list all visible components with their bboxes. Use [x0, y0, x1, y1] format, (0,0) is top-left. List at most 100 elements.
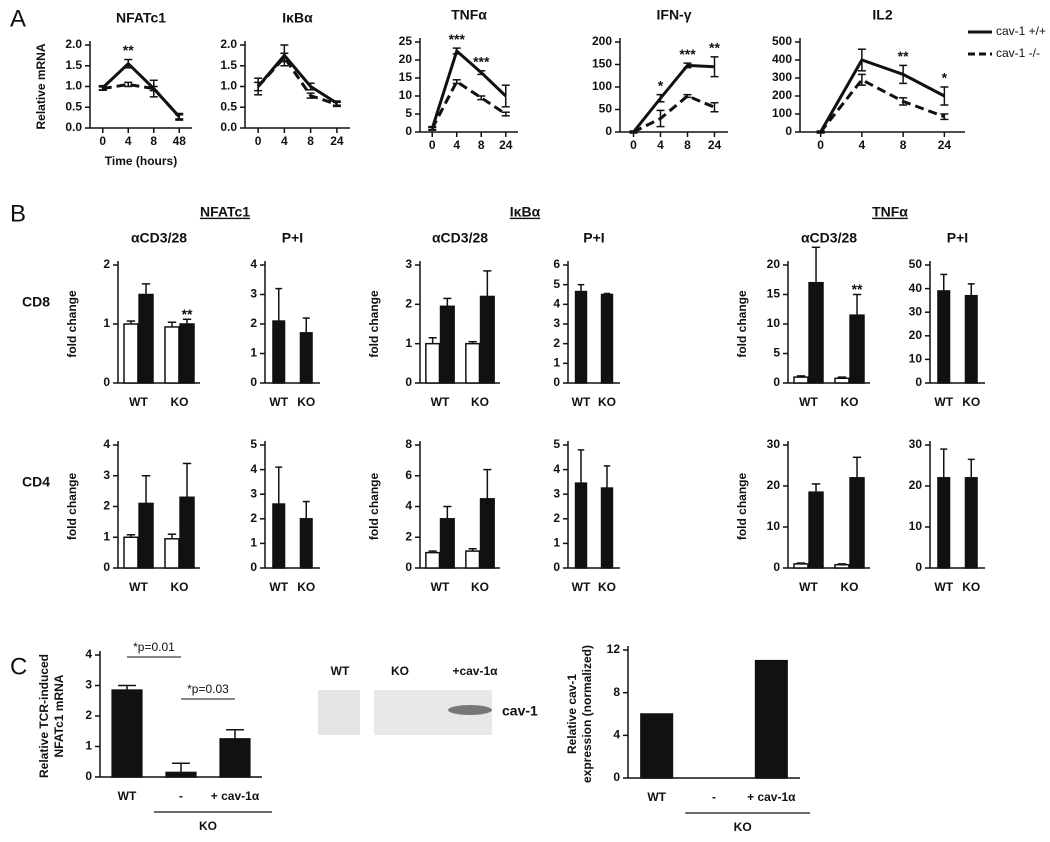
y-axis-label: fold change — [735, 290, 749, 358]
bar — [179, 323, 195, 384]
x-tick-label: 8 — [478, 138, 485, 152]
line — [632, 94, 716, 134]
y-tick-label: 3 — [103, 468, 110, 482]
chart-title: IL2 — [872, 7, 892, 23]
x-tick-label: WT — [799, 395, 818, 409]
row-label: CD4 — [22, 474, 50, 490]
y-tick-label: 4 — [553, 297, 560, 311]
x-tick-label: WT — [647, 790, 666, 804]
y-tick-label: 2 — [405, 529, 412, 543]
y-tick-label: 200 — [592, 34, 612, 48]
significance: ** — [852, 281, 863, 297]
y-tick-label: 2 — [405, 297, 412, 311]
bar — [479, 295, 495, 384]
y-tick-label: 15 — [399, 70, 413, 84]
y-tick-label: 2 — [103, 499, 110, 513]
y-tick-label: 10 — [909, 519, 923, 533]
x-tick-label: WT — [934, 395, 953, 409]
group-title: NFATc1 — [200, 204, 250, 220]
line — [819, 77, 945, 133]
bar — [164, 326, 180, 384]
x-tick-label: KO — [962, 395, 980, 409]
y-tick-label: 2 — [250, 316, 257, 330]
y-axis-label: Relative mRNA — [34, 43, 48, 129]
y-axis-label: Relative TCR-induced — [37, 654, 51, 778]
bar — [574, 290, 588, 384]
y-tick-label: 0 — [773, 560, 780, 574]
x-tick-label: 0 — [630, 138, 637, 152]
bar — [165, 771, 197, 778]
y-tick-label: 3 — [553, 486, 560, 500]
bar — [849, 314, 865, 384]
x-tick-label: KO — [171, 395, 189, 409]
chart-title: IκBα — [282, 10, 313, 26]
chart-title: P+I — [947, 230, 968, 246]
y-tick-label: 4 — [250, 462, 257, 476]
x-tick-label: WT — [572, 395, 591, 409]
x-tick-label: WT — [934, 580, 953, 594]
line — [102, 82, 181, 118]
bar — [425, 551, 441, 569]
group-title: IκBα — [510, 204, 541, 220]
y-tick-label: 3 — [405, 257, 412, 271]
x-tick-label: WT — [269, 395, 288, 409]
x-tick-label: - — [179, 789, 183, 803]
y-tick-label: 1.0 — [220, 79, 237, 93]
x-tick-label: 8 — [684, 138, 691, 152]
y-tick-label: 5 — [773, 346, 780, 360]
bar — [964, 477, 978, 569]
y-tick-label: 6 — [405, 468, 412, 482]
y-tick-label: 3 — [553, 316, 560, 330]
y-tick-label: 0 — [250, 375, 257, 389]
bar — [937, 477, 951, 569]
group-title: TNFα — [872, 204, 908, 220]
y-tick-label: 4 — [250, 257, 257, 271]
x-tick-label: 4 — [859, 138, 866, 152]
bar — [425, 342, 441, 384]
y-tick-label: 10 — [767, 519, 781, 533]
chart-title: TNFα — [451, 7, 487, 23]
y-tick-label: 150 — [592, 57, 612, 71]
x-tick-label: KO — [471, 580, 489, 594]
bar — [834, 377, 850, 384]
row-label: CD8 — [22, 294, 50, 310]
y-axis-label: NFATc1 mRNA — [52, 674, 66, 757]
chart-title: αCD3/28 — [131, 230, 187, 246]
y-tick-label: 0 — [915, 560, 922, 574]
bar — [465, 550, 481, 569]
bar — [123, 536, 139, 569]
group-label: KO — [199, 819, 217, 833]
y-tick-label: 20 — [399, 52, 413, 66]
y-tick-label: 100 — [592, 79, 612, 93]
chart-title: αCD3/28 — [801, 230, 857, 246]
x-tick-label: 24 — [330, 134, 344, 148]
y-tick-label: 200 — [772, 88, 792, 102]
y-axis-label: fold change — [65, 290, 79, 358]
y-tick-label: 400 — [772, 52, 792, 66]
significance: * — [942, 70, 948, 86]
y-tick-label: 0 — [405, 560, 412, 574]
bar — [272, 320, 286, 384]
blot-band — [448, 705, 492, 715]
blot-lane: +cav-1α — [452, 664, 498, 678]
y-tick-label: 20 — [767, 478, 781, 492]
x-tick-label: WT — [431, 580, 450, 594]
x-tick-label: WT — [431, 395, 450, 409]
legend-label: cav-1 +/+ — [996, 24, 1046, 38]
chart-title: NFATc1 — [116, 10, 166, 26]
blot-strip — [318, 690, 360, 735]
x-tick-label: 4 — [657, 138, 664, 152]
x-tick-label: WT — [572, 580, 591, 594]
bar — [793, 563, 809, 569]
significance: * — [658, 77, 664, 93]
y-tick-label: 1 — [250, 536, 257, 550]
comparison-label: *p=0.01 — [133, 640, 175, 654]
y-tick-label: 0 — [785, 124, 792, 138]
bar — [164, 538, 180, 569]
y-tick-label: 4 — [103, 437, 110, 451]
x-tick-label: KO — [962, 580, 980, 594]
bar — [111, 689, 143, 778]
y-axis-label: fold change — [65, 473, 79, 541]
line — [101, 61, 181, 118]
y-tick-label: 20 — [909, 328, 923, 342]
